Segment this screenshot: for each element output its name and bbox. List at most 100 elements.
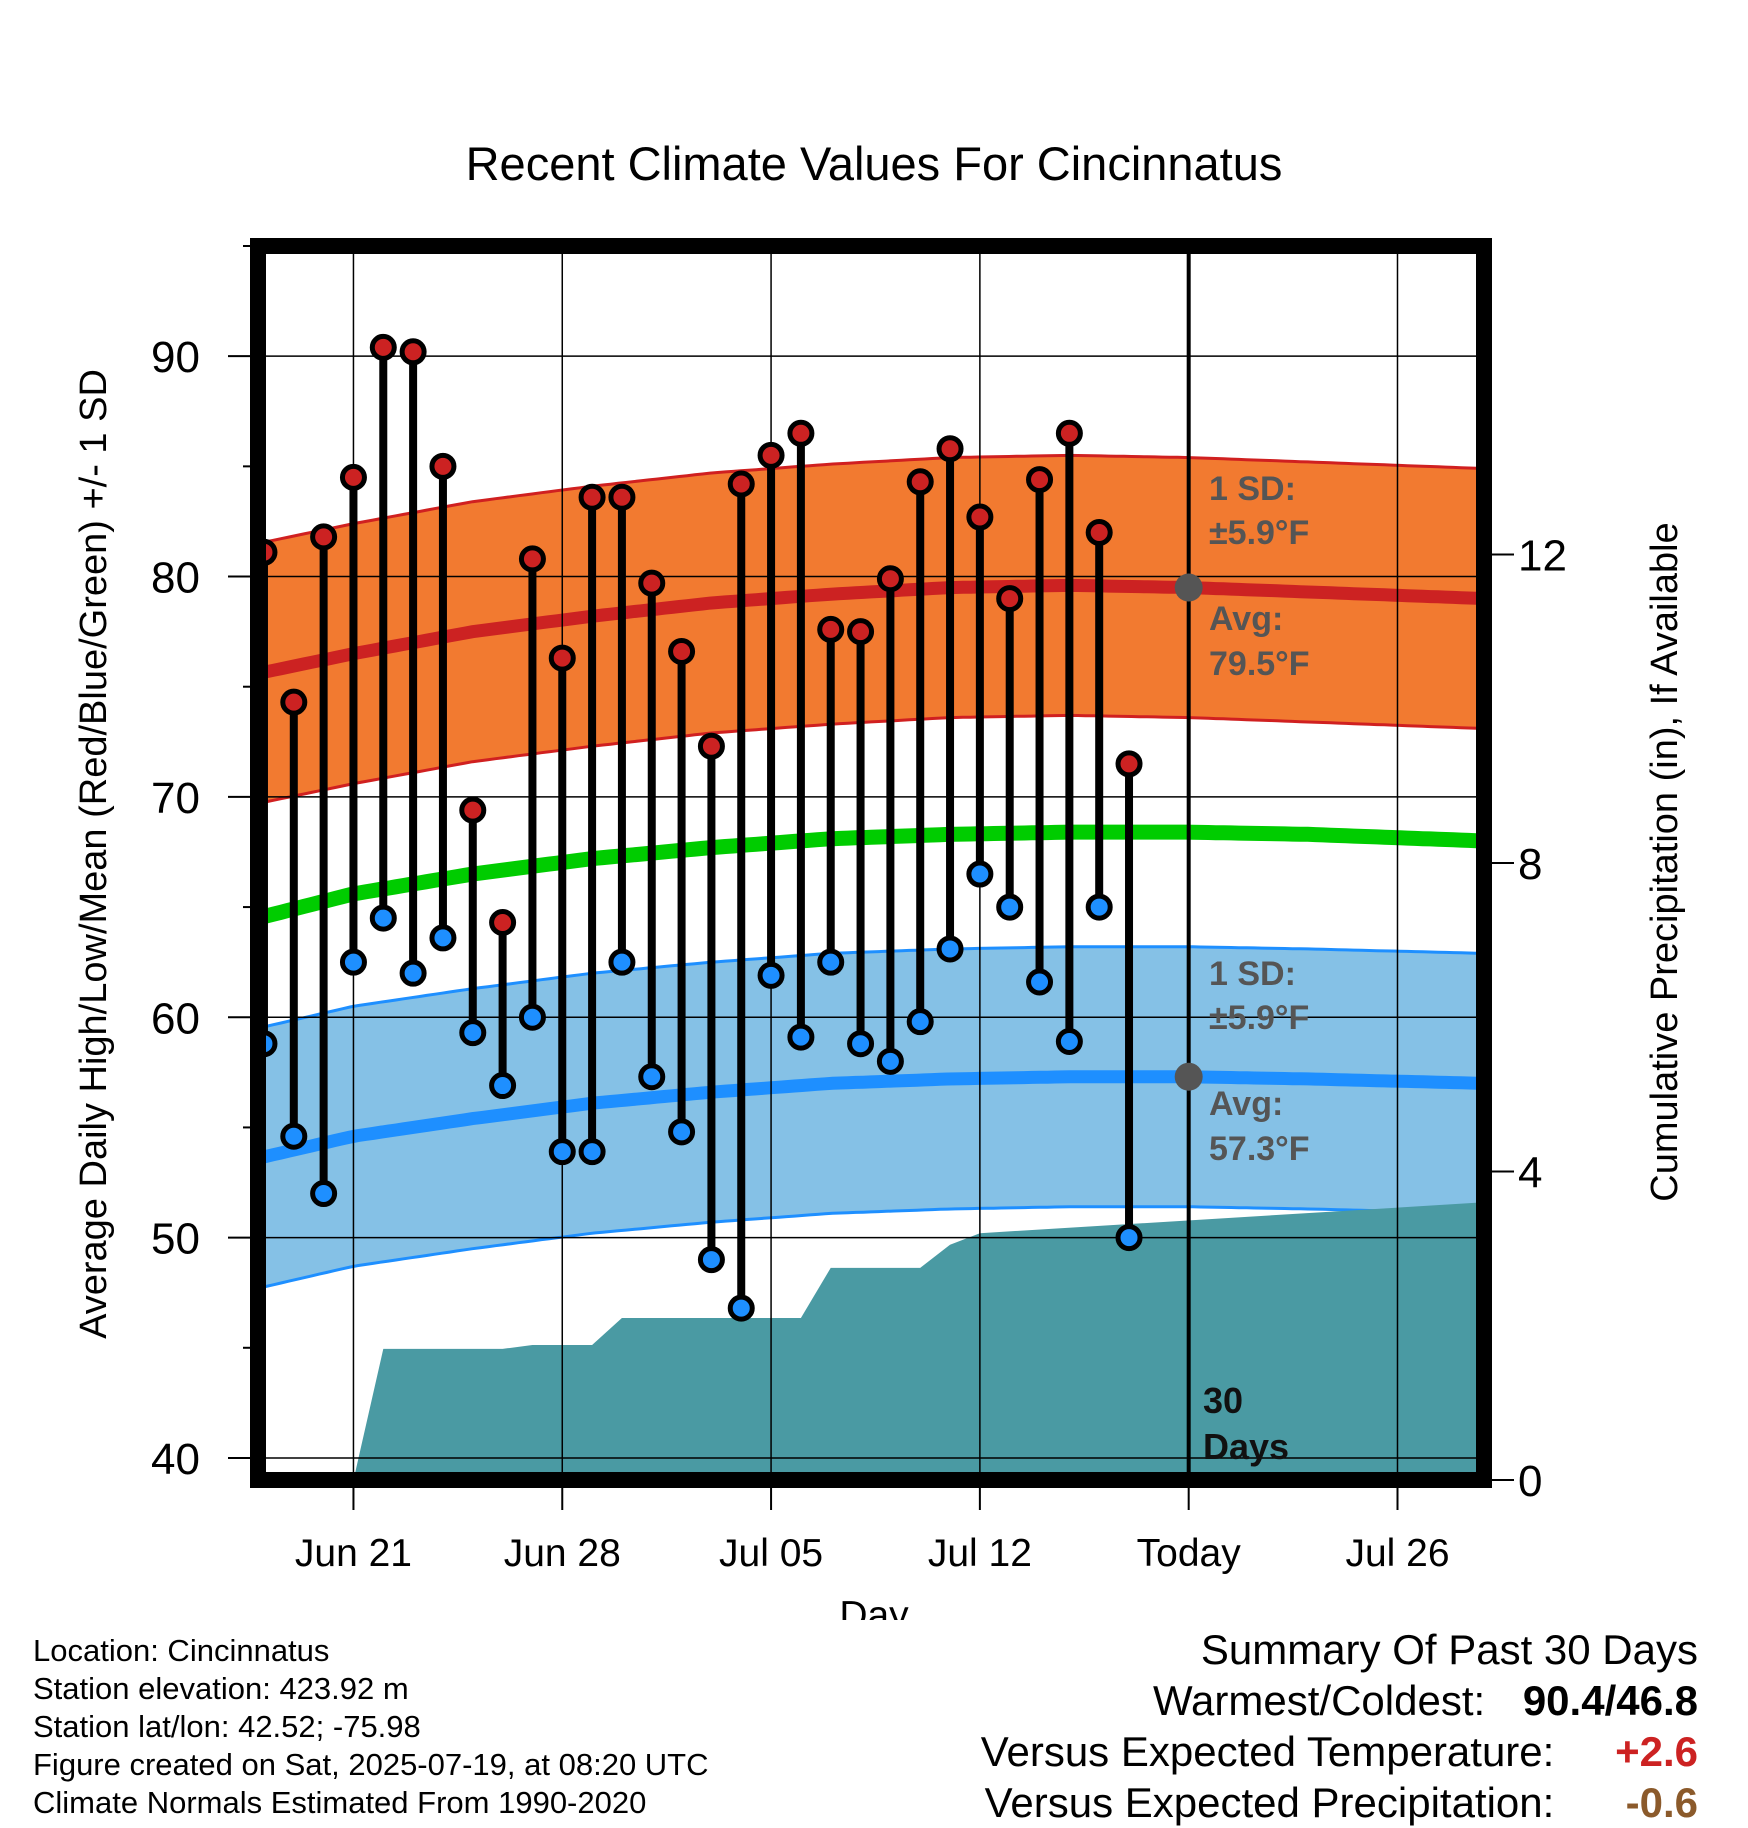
daily-high-point bbox=[578, 483, 606, 511]
y-tick-label: 60 bbox=[151, 994, 200, 1043]
daily-low-point bbox=[817, 948, 845, 976]
daily-low-point bbox=[310, 1180, 338, 1208]
daily-low-point bbox=[429, 924, 457, 952]
daily-high-point bbox=[310, 523, 338, 551]
temp-label: Versus Expected Temperature: bbox=[980, 1728, 1555, 1775]
info-normals: Climate Normals Estimated From 1990-2020 bbox=[33, 1785, 647, 1820]
info-elevation: Station elevation: 423.92 m bbox=[33, 1671, 409, 1706]
daily-high-point bbox=[757, 441, 785, 469]
precip-label: Versus Expected Precipitation: bbox=[984, 1779, 1555, 1826]
low-avg-value: 57.3°F bbox=[1209, 1130, 1310, 1168]
y2-tick-label: 8 bbox=[1518, 840, 1542, 889]
daily-low-point bbox=[1085, 893, 1113, 921]
climate-chart: Recent Climate Values For Cincinnatus 40… bbox=[73, 137, 1686, 1620]
daily-high-point bbox=[339, 463, 367, 491]
daily-low-point bbox=[489, 1072, 517, 1100]
daily-high-point bbox=[1055, 419, 1083, 447]
summary-warm-cold: Warmest/Coldest: 90.4/46.8 bbox=[981, 1675, 1698, 1726]
high-sd-lower-edge bbox=[258, 713, 1484, 805]
daily-low-point bbox=[996, 893, 1024, 921]
normal-high-line bbox=[258, 578, 1484, 680]
station-info: Location: Cincinnatus Station elevation:… bbox=[33, 1632, 709, 1822]
daily-high-point bbox=[518, 545, 546, 573]
daily-high-point bbox=[996, 585, 1024, 613]
warm-cold-label: Warmest/Coldest: bbox=[1152, 1677, 1486, 1724]
daily-high-point bbox=[638, 569, 666, 597]
x-tick-label: Jun 21 bbox=[295, 1532, 412, 1575]
info-location: Location: Cincinnatus bbox=[33, 1633, 330, 1668]
daily-low-point bbox=[608, 948, 636, 976]
cumulative-precip-area bbox=[258, 1202, 1484, 1480]
daily-high-point bbox=[459, 796, 487, 824]
daily-low-point bbox=[787, 1023, 815, 1051]
y2-tick-label: 12 bbox=[1518, 532, 1567, 581]
y-tick-label: 90 bbox=[151, 333, 200, 382]
summary-title: Summary Of Past 30 Days bbox=[1200, 1626, 1698, 1673]
chart-title: Recent Climate Values For Cincinnatus bbox=[466, 137, 1283, 190]
summary-temp: Versus Expected Temperature: +2.6 bbox=[981, 1726, 1698, 1777]
daily-high-point bbox=[608, 483, 636, 511]
low-avg-label: Avg: bbox=[1209, 1085, 1283, 1123]
x-tick-label: Jun 28 bbox=[504, 1532, 621, 1575]
y-tick-label: 70 bbox=[151, 774, 200, 823]
daily-low-point bbox=[280, 1122, 308, 1150]
daily-low-point bbox=[459, 1019, 487, 1047]
high-avg-value: 79.5°F bbox=[1209, 645, 1310, 683]
normal-low-line bbox=[258, 1070, 1484, 1165]
daily-low-point bbox=[1115, 1224, 1143, 1252]
precip-value: -0.6 bbox=[1625, 1779, 1698, 1826]
daily-low-point bbox=[876, 1047, 904, 1075]
normal-mean-line bbox=[258, 824, 1484, 926]
daily-high-point bbox=[876, 565, 904, 593]
summary-panel: Summary Of Past 30 Days Warmest/Coldest:… bbox=[981, 1624, 1698, 1828]
daily-high-point bbox=[1115, 750, 1143, 778]
daily-low-point bbox=[1055, 1027, 1083, 1055]
daily-low-point bbox=[518, 1003, 546, 1031]
daily-high-point bbox=[817, 615, 845, 643]
daily-low-point bbox=[847, 1030, 875, 1058]
low-sd-label: 1 SD: bbox=[1209, 955, 1296, 993]
daily-high-point bbox=[697, 732, 725, 760]
warm-cold-value: 90.4/46.8 bbox=[1522, 1677, 1698, 1724]
low-sd-upper-edge bbox=[258, 945, 1484, 1030]
x-tick-label: Jul 05 bbox=[719, 1532, 823, 1575]
days-label-word: Days bbox=[1203, 1426, 1289, 1467]
today-high-normal-dot bbox=[1174, 573, 1203, 602]
daily-high-point bbox=[847, 618, 875, 646]
daily-high-point bbox=[936, 435, 964, 463]
daily-high-point bbox=[727, 470, 755, 498]
y2-tick-label: 0 bbox=[1518, 1457, 1542, 1506]
x-tick-label: Today bbox=[1137, 1532, 1242, 1575]
daily-low-point bbox=[936, 935, 964, 963]
x-tick-label: Jul 26 bbox=[1345, 1532, 1449, 1575]
y-tick-label: 50 bbox=[151, 1215, 200, 1264]
high-avg-label: Avg: bbox=[1209, 600, 1283, 638]
daily-low-point bbox=[369, 904, 397, 932]
daily-low-point bbox=[697, 1246, 725, 1274]
daily-high-point bbox=[787, 419, 815, 447]
high-sd-upper-edge bbox=[258, 453, 1484, 545]
y-tick-label: 40 bbox=[151, 1435, 200, 1484]
today-low-normal-dot bbox=[1174, 1062, 1203, 1091]
daily-low-point bbox=[668, 1118, 696, 1146]
y2-tick-label: 4 bbox=[1518, 1149, 1542, 1198]
daily-high-point bbox=[429, 452, 457, 480]
daily-low-point bbox=[906, 1008, 934, 1036]
daily-low-point bbox=[727, 1294, 755, 1322]
daily-high-point bbox=[548, 644, 576, 672]
daily-high-point bbox=[1026, 466, 1054, 494]
daily-high-point bbox=[966, 503, 994, 531]
days-label-number: 30 bbox=[1203, 1380, 1243, 1421]
info-latlon: Station lat/lon: 42.52; -75.98 bbox=[33, 1709, 421, 1744]
y2-axis-label: Cumulative Precipitation (in), If Availa… bbox=[1644, 522, 1686, 1201]
daily-high-point bbox=[906, 468, 934, 496]
x-tick-label: Jul 12 bbox=[928, 1532, 1032, 1575]
daily-low-point bbox=[339, 948, 367, 976]
daily-high-point bbox=[668, 637, 696, 665]
high-sd-label: 1 SD: bbox=[1209, 470, 1296, 508]
temp-value: +2.6 bbox=[1615, 1728, 1698, 1775]
daily-low-point bbox=[757, 961, 785, 989]
daily-high-point bbox=[399, 338, 427, 366]
daily-low-point bbox=[638, 1063, 666, 1091]
plot-clipped-layer bbox=[258, 246, 1484, 1480]
